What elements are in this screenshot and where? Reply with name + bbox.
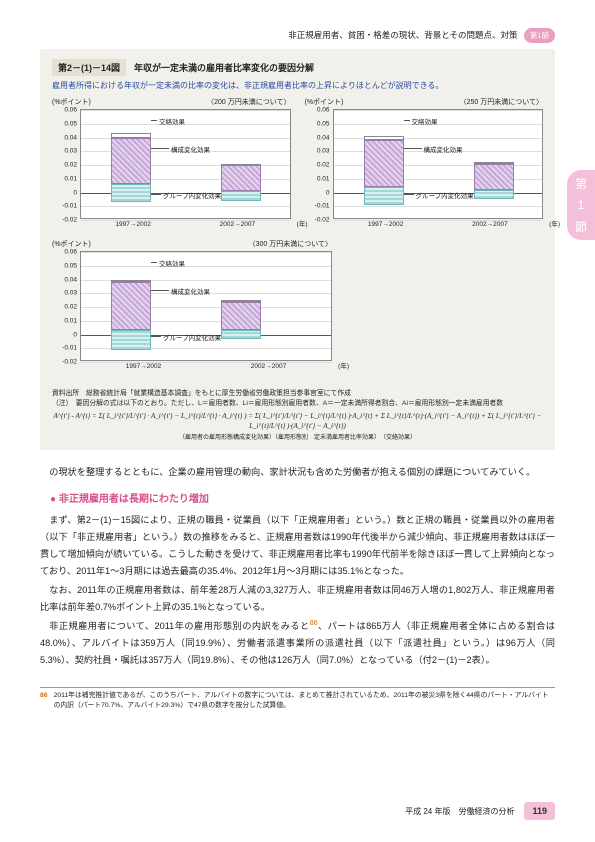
body-p3: なお、2011年の正規雇用者数は、前年差28万人減の3,327万人、非正規雇用者… — [40, 582, 555, 616]
side-tab: 第 1 節 — [567, 170, 595, 240]
body-p4: 非正規雇用者について、2011年の雇用形態別の内訳をみると86、パートは865万… — [40, 618, 555, 669]
figure-box: 第2－(1)－14図 年収が一定未満の雇用者比率変化の要因分解 雇用者所得におけ… — [40, 49, 555, 450]
page-header: 非正規雇用者、貧困・格差の現状、背景とその問題点、対策 第1節 — [0, 0, 595, 49]
page-footer: 平成 24 年版 労働経済の分析 119 — [405, 802, 555, 820]
figure-formula-labels: （雇用者の雇用形態構成変化効果）（雇用形態別 定未満雇用者比率効果） （交絡効果… — [52, 434, 543, 442]
page-number: 119 — [524, 802, 555, 820]
chart: 0.060.050.040.030.020.010-0.01-0.02 交絡効果… — [80, 251, 332, 361]
figure-number: 第2－(1)－14図 — [52, 59, 126, 76]
chart: 0.060.050.040.030.020.010-0.01-0.02 交絡効果… — [80, 109, 291, 219]
header-badge: 第1節 — [524, 28, 555, 43]
figure-title: 年収が一定未満の雇用者比率変化の要因分解 — [134, 61, 314, 74]
header-text: 非正規雇用者、貧困・格差の現状、背景とその問題点、対策 — [288, 30, 517, 40]
body-text: の現状を整理するとともに、企業の雇用管理の動向、家計状況も含めた労働者が抱える個… — [40, 464, 555, 669]
figure-formula: A^{t'} - A^{t} = Σ( L_i^{t'}/L^{t'} · A_… — [52, 412, 543, 432]
figure-source: 資料出所 総務省統計局「就業構造基本調査」をもとに厚生労働省労働政策担当参事官室… — [52, 389, 543, 442]
footnote-86: 86 2011年は補完推計値であるが、このうちパート、アルバイトの数字については… — [40, 691, 555, 711]
charts-container: (%ポイント)〈200 万円未満について〉 0.060.050.040.030.… — [52, 97, 543, 375]
chart: 0.060.050.040.030.020.010-0.01-0.02 交絡効果… — [333, 109, 544, 219]
body-p2: まず、第2－(1)－15図により、正規の職員・従業員（以下「正規雇用者」という。… — [40, 512, 555, 580]
footnote-rule — [40, 687, 555, 688]
figure-subtitle: 雇用者所得における年収が一定未満の比率の変化は、非正規雇用者比率の上昇によりほと… — [52, 80, 543, 91]
body-p1: の現状を整理するとともに、企業の雇用管理の動向、家計状況も含めた労働者が抱える個… — [40, 464, 555, 481]
section-heading: 非正規雇用者は長期にわたり増加 — [40, 491, 555, 510]
